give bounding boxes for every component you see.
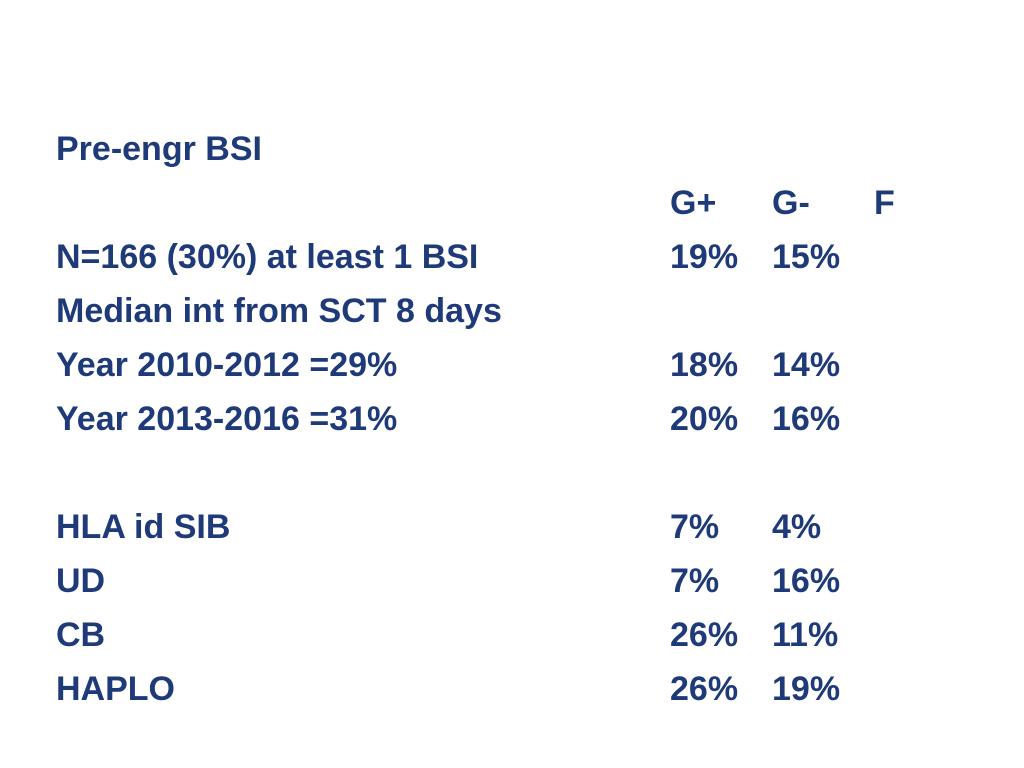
- column-header-g-minus: G-: [772, 184, 810, 222]
- row-g-plus-value: 26%: [670, 670, 739, 708]
- row-g-minus-value: 19%: [772, 670, 841, 708]
- table-row: HAPLO 26% 19%: [0, 662, 1024, 716]
- row-g-minus-value: 11%: [772, 616, 839, 654]
- table-row: Median int from SCT 8 days: [0, 284, 1024, 338]
- column-header-row: G+ G- F: [0, 176, 1024, 230]
- row-g-plus-value: 7%: [670, 562, 720, 600]
- heading-line: Pre-engr BSI: [0, 122, 1024, 176]
- row-g-minus-value: 14%: [772, 346, 841, 384]
- row-label: CB: [56, 616, 106, 654]
- table-row: Year 2013-2016 =31% 20% 16%: [0, 392, 1024, 446]
- row-label: HAPLO: [56, 670, 175, 708]
- row-g-plus-value: 19%: [670, 238, 739, 276]
- row-g-minus-value: 4%: [772, 508, 822, 546]
- table-row: HLA id SIB 7% 4%: [0, 500, 1024, 554]
- row-label: Year 2010-2012 =29%: [56, 346, 398, 384]
- row-g-plus-value: 7%: [670, 508, 720, 546]
- column-header-f: F: [874, 184, 895, 222]
- row-label: Year 2013-2016 =31%: [56, 400, 398, 438]
- table-row: Year 2010-2012 =29% 18% 14%: [0, 338, 1024, 392]
- row-g-minus-value: 16%: [772, 562, 841, 600]
- table-row: UD 7% 16%: [0, 554, 1024, 608]
- row-label: HLA id SIB: [56, 508, 231, 546]
- row-g-minus-value: 15%: [772, 238, 841, 276]
- row-label: N=166 (30%) at least 1 BSI: [56, 238, 479, 276]
- slide-heading: Pre-engr BSI: [56, 130, 262, 168]
- row-g-plus-value: 26%: [670, 616, 739, 654]
- row-g-minus-value: 16%: [772, 400, 841, 438]
- row-label: Median int from SCT 8 days: [56, 292, 502, 330]
- column-header-g-plus: G+: [670, 184, 717, 222]
- table-row: CB 26% 11%: [0, 608, 1024, 662]
- table-row: N=166 (30%) at least 1 BSI 19% 15%: [0, 230, 1024, 284]
- row-g-plus-value: 18%: [670, 346, 739, 384]
- row-label: UD: [56, 562, 106, 600]
- row-g-plus-value: 20%: [670, 400, 739, 438]
